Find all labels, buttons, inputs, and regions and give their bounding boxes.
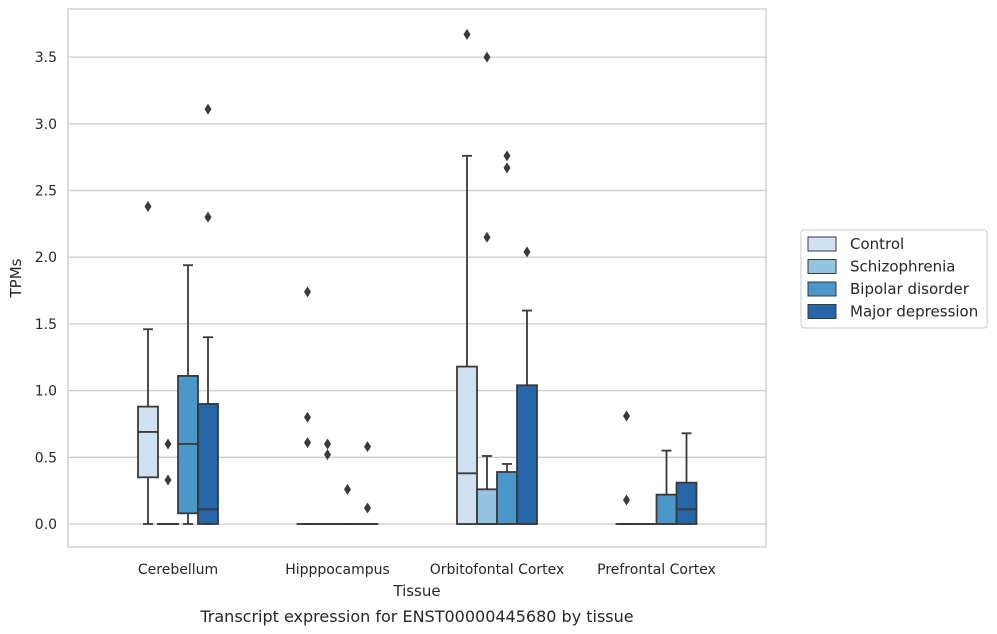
- legend-swatch: [807, 281, 837, 297]
- box-2-2: [496, 150, 518, 525]
- box-body: [197, 403, 219, 525]
- outlier-point: [304, 411, 311, 423]
- outlier-point: [324, 438, 331, 450]
- outlier-point: [324, 449, 331, 461]
- x-tick-labels: Cerebellum Hipppocampus Orbitofontal Corte…: [138, 562, 716, 578]
- x-tick-label: Orbitofontal Cortex: [430, 562, 565, 578]
- box-body: [496, 471, 518, 525]
- outlier-point: [503, 162, 511, 174]
- box-3-2: [516, 246, 538, 525]
- box-3-3: [675, 432, 698, 525]
- y-gridlines: [68, 56, 766, 525]
- x-axis-title: Tissue: [392, 582, 440, 600]
- legend: Control Schizophrenia Bipolar disorder Majo…: [800, 229, 988, 329]
- box-body: [516, 384, 538, 525]
- box-body: [456, 365, 478, 525]
- outlier-point: [164, 438, 172, 450]
- box-0-3: [615, 410, 638, 525]
- y-tick-label: 2.0: [35, 250, 57, 266]
- box-2-0: [177, 264, 199, 525]
- box-1-2: [476, 51, 498, 525]
- box-0-1: [296, 286, 319, 525]
- outlier-point: [304, 286, 311, 298]
- boxes: [137, 28, 698, 525]
- box-body: [655, 493, 678, 525]
- legend-label: Bipolar disorder: [850, 280, 970, 298]
- box-1-1: [316, 438, 339, 525]
- box-body: [137, 405, 159, 479]
- x-tick-label: Prefrontal Cortex: [597, 562, 716, 578]
- box-body: [476, 488, 498, 525]
- legend-label: Control: [850, 235, 904, 253]
- legend-swatch: [807, 236, 837, 252]
- y-tick-labels: 0.0 0.5 1.0 1.5 2.0 2.5 3.0 3.5: [35, 50, 57, 533]
- legend-items: Control Schizophrenia Bipolar disorder Majo…: [807, 235, 978, 321]
- box-3-1: [356, 441, 379, 525]
- figure-caption: Transcript expression for ENST0000044568…: [199, 607, 633, 626]
- outlier-point: [364, 441, 371, 453]
- legend-label: Schizophrenia: [850, 258, 955, 276]
- outlier-point: [344, 483, 351, 495]
- y-tick-label: 1.0: [35, 384, 57, 400]
- legend-swatch: [807, 304, 837, 319]
- box-0-2: [456, 28, 478, 525]
- outlier-point: [623, 410, 630, 422]
- box-1-0: [157, 438, 179, 525]
- plot-area-frame: [67, 8, 767, 548]
- outlier-point: [623, 494, 630, 506]
- outlier-point: [483, 51, 491, 63]
- box-body: [675, 481, 698, 525]
- outlier-point: [164, 474, 172, 486]
- outlier-point: [503, 150, 511, 162]
- y-tick-label: 0.0: [35, 517, 57, 533]
- x-tick-label: Cerebellum: [138, 562, 218, 578]
- x-tick-label: Hipppocampus: [285, 562, 390, 578]
- outlier-point: [364, 502, 371, 514]
- legend-label: Major depression: [850, 303, 978, 321]
- box-2-1: [336, 483, 359, 525]
- y-tick-label: 3.5: [35, 50, 57, 66]
- outlier-point: [144, 201, 152, 213]
- y-tick-label: 1.5: [35, 317, 57, 333]
- y-tick-label: 3.0: [35, 117, 57, 133]
- box-2-3: [655, 449, 678, 525]
- outlier-point: [204, 211, 212, 223]
- outlier-point: [523, 246, 531, 258]
- outlier-point: [463, 28, 471, 40]
- y-tick-label: 0.5: [35, 450, 57, 466]
- legend-frame: [800, 229, 988, 329]
- outlier-point: [304, 437, 311, 449]
- outlier-point: [204, 103, 212, 115]
- legend-swatch: [807, 259, 837, 274]
- outlier-point: [483, 231, 491, 243]
- box-0-0: [137, 201, 159, 525]
- box-3-0: [197, 103, 219, 525]
- y-tick-label: 2.5: [35, 184, 57, 200]
- y-axis-title: TPMs: [7, 258, 25, 298]
